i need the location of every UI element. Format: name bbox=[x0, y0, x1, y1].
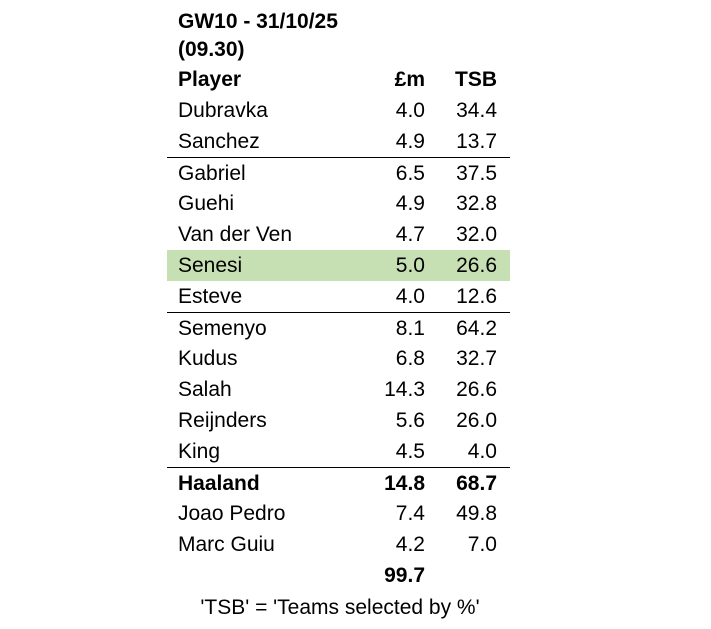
cell: 12.6 bbox=[456, 285, 497, 308]
cell: 4.7 bbox=[395, 223, 425, 246]
footnote: 'TSB' = 'Teams selected by %' bbox=[200, 596, 480, 619]
header-cell: £m bbox=[394, 68, 425, 91]
cell: Gabriel bbox=[178, 162, 246, 185]
cell: Haaland bbox=[178, 472, 260, 495]
cell: 7.0 bbox=[467, 533, 497, 556]
cell: Senesi bbox=[178, 254, 243, 277]
total-cell: 99.7 bbox=[384, 564, 425, 587]
cell: 32.0 bbox=[456, 223, 497, 246]
table-row: Guehi 4.9 32.8 bbox=[167, 188, 510, 219]
cell: Marc Guiu bbox=[178, 533, 275, 556]
cell: Salah bbox=[178, 378, 232, 401]
cell: 4.0 bbox=[467, 440, 497, 463]
cell: Sanchez bbox=[178, 130, 260, 153]
table-row: Marc Guiu 4.2 7.0 bbox=[167, 529, 510, 560]
total-row: 99.7 bbox=[167, 560, 510, 591]
cell: 49.8 bbox=[456, 502, 497, 525]
cell: 26.0 bbox=[456, 409, 497, 432]
cell: King bbox=[178, 440, 221, 463]
table-row: Dubravka 4.0 34.4 bbox=[167, 95, 510, 126]
cell: 37.5 bbox=[456, 162, 497, 185]
cell: 4.9 bbox=[395, 130, 425, 153]
header-cell: Player bbox=[178, 68, 242, 91]
table-row: Salah 14.3 26.6 bbox=[167, 374, 510, 405]
table-row: Van der Ven 4.7 32.0 bbox=[167, 219, 510, 250]
cell: 4.0 bbox=[395, 285, 425, 308]
title: GW10 - 31/10/25 bbox=[178, 10, 338, 33]
cell: 14.8 bbox=[384, 472, 425, 495]
cell: 64.2 bbox=[456, 317, 497, 340]
cell: Guehi bbox=[178, 192, 235, 215]
cell: Kudus bbox=[178, 347, 238, 370]
cell: Joao Pedro bbox=[178, 502, 286, 525]
cell: 32.7 bbox=[456, 347, 497, 370]
cell: 5.0 bbox=[395, 254, 425, 277]
cell: Dubravka bbox=[178, 99, 268, 122]
header-cell: TSB bbox=[455, 68, 497, 91]
cell: Reijnders bbox=[178, 409, 267, 432]
cell: 6.5 bbox=[395, 162, 425, 185]
cell: 7.4 bbox=[395, 502, 425, 525]
cell: 34.4 bbox=[456, 99, 497, 122]
cell: 32.8 bbox=[456, 192, 497, 215]
cell: 4.9 bbox=[395, 192, 425, 215]
title: (09.30) bbox=[178, 38, 245, 61]
cell: 14.3 bbox=[384, 378, 425, 401]
table-row: Esteve 4.0 12.6 bbox=[167, 281, 510, 312]
table-row: Haaland 14.8 68.7 bbox=[167, 467, 510, 499]
cell: 8.1 bbox=[395, 317, 425, 340]
cell: Semenyo bbox=[178, 317, 267, 340]
cell: 5.6 bbox=[395, 409, 425, 432]
cell: 6.8 bbox=[395, 347, 425, 370]
cell: 4.5 bbox=[395, 440, 425, 463]
cell: Van der Ven bbox=[178, 223, 293, 246]
table-row: Semenyo 8.1 64.2 bbox=[167, 312, 510, 344]
cell: 4.0 bbox=[395, 99, 425, 122]
table-row: King 4.5 4.0 bbox=[167, 436, 510, 467]
table-row: Senesi 5.0 26.6 bbox=[167, 250, 510, 281]
cell: 26.6 bbox=[456, 254, 497, 277]
cell: 68.7 bbox=[456, 472, 497, 495]
cell: 26.6 bbox=[456, 378, 497, 401]
table-row: Kudus 6.8 32.7 bbox=[167, 343, 510, 374]
cell: 13.7 bbox=[456, 130, 497, 153]
table-row: Reijnders 5.6 26.0 bbox=[167, 405, 510, 436]
cell: 4.2 bbox=[395, 533, 425, 556]
header-row: Player £m TSB bbox=[167, 64, 510, 95]
cell: Esteve bbox=[178, 285, 243, 308]
table-row: Sanchez 4.9 13.7 bbox=[167, 126, 510, 157]
table-row: Gabriel 6.5 37.5 bbox=[167, 157, 510, 189]
table-row: Joao Pedro 7.4 49.8 bbox=[167, 498, 510, 529]
